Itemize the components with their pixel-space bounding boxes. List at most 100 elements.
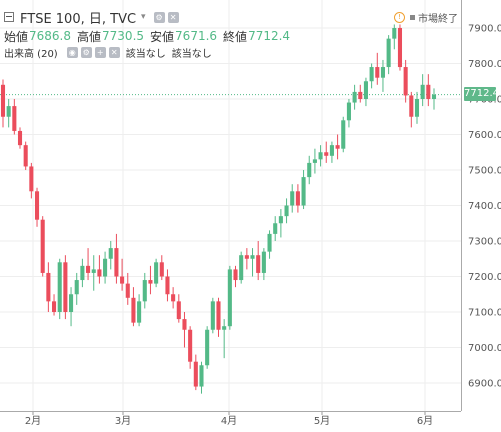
candle-body [273,223,278,234]
y-tick-label: 7600.0 [468,130,501,141]
candle-body [114,248,119,277]
candle-body [426,84,431,99]
candle-body [392,28,397,39]
visibility-icon[interactable]: ◉ [66,46,78,58]
candle-body [51,301,57,312]
collapse-icon[interactable] [4,12,14,22]
candle-body [420,84,425,99]
x-tick-label: 4月 [221,415,237,427]
y-tick-label: 7000.0 [468,343,501,354]
x-tick-label: 6月 [417,415,433,427]
candle-body [380,67,386,78]
candle-body [324,152,329,156]
candle-body [91,269,96,273]
candle-body [86,265,91,273]
market-status: ! 市場終了 [394,9,458,25]
candle-body [346,102,351,121]
candle-body [216,301,221,330]
high-value: 7730.5 [102,29,145,43]
close-icon[interactable]: ✕ [108,46,120,58]
y-tick-label: 7500.0 [468,166,501,177]
y-tick-label: 7400.0 [468,201,501,212]
candle-body [403,67,408,96]
settings-icon[interactable]: ⚙ [80,46,92,58]
candle-body [125,283,130,298]
candle-body [318,152,323,160]
candle-body [80,265,85,281]
candle-body [69,294,74,312]
status-dot-icon [410,14,415,20]
close-icon[interactable]: ✕ [167,11,179,23]
candle-body [352,91,357,103]
candle-body [74,280,79,295]
candle-body [369,67,374,82]
candle-body [142,280,147,302]
candle-body [256,255,261,273]
candle-body [290,191,295,206]
candle-body [244,255,249,259]
candle-body [34,191,40,220]
x-tick-label: 2月 [25,415,41,427]
chevron-down-icon[interactable]: ▾ [141,12,146,22]
candle-body [341,120,346,149]
volume-value-2: 該当なし [171,48,212,60]
candles [0,24,437,394]
ohlc-row: 始値 7686.8 高値 7730.5 安値 7671.6 終値 7712.4 [4,28,296,44]
candle-body [103,258,108,277]
candle-body [108,248,113,259]
candle-body [63,262,68,312]
candle-body [57,262,62,312]
candle-body [431,94,437,99]
candle-body [363,81,368,99]
candle-body [17,130,23,146]
candle-body [120,276,125,284]
low-label: 安値 [150,29,175,44]
candle-body [159,262,164,277]
y-tick-label: 7100.0 [468,308,501,319]
candle-body [250,255,255,259]
x-tick-label: 5月 [314,415,330,427]
low-value: 7671.6 [175,29,218,43]
candle-body [0,84,6,117]
y-tick-label: 7200.0 [468,272,501,283]
close-label: 終値 [223,29,248,44]
candle-body [261,251,266,273]
clock-icon: ! [394,11,405,23]
candle-body [414,99,420,117]
candle-body [329,145,334,156]
open-label: 始値 [4,29,29,44]
candle-body [46,272,51,302]
candle-body [375,67,380,78]
candle-body [397,28,403,68]
y-tick-label: 7800.0 [468,59,501,70]
candle-body [188,329,193,362]
candle-body [239,255,244,281]
candle-body [12,106,17,131]
candle-body [205,329,210,366]
volume-value-1: 該当なし [125,48,166,60]
candle-body [267,233,272,252]
candle-body [193,361,198,387]
candle-body [23,145,28,167]
y-tick-label: 6900.0 [468,379,501,390]
candle-body [227,269,232,327]
candle-body [409,95,414,117]
y-tick-label: 7300.0 [468,237,501,248]
high-label: 高値 [77,29,102,44]
x-tick-label: 3月 [115,415,131,427]
plus-icon[interactable]: + [94,46,106,58]
candle-body [154,262,159,284]
symbol-title[interactable]: FTSE 100, 日, TVC [20,11,137,27]
volume-indicator-label[interactable]: 出来高 (20) [4,48,58,60]
candle-body [284,205,289,217]
candle-body [222,326,227,330]
indicator-row: 出来高 (20) ◉ ⚙ + ✕ 該当なし 該当なし [4,45,212,60]
candle-body [278,216,283,224]
candle-body [233,269,238,281]
settings-icon[interactable]: ⚙ [153,11,165,23]
candle-body [312,159,317,163]
candle-body [210,301,215,330]
candle-body [307,162,312,178]
candle-body [6,106,11,117]
